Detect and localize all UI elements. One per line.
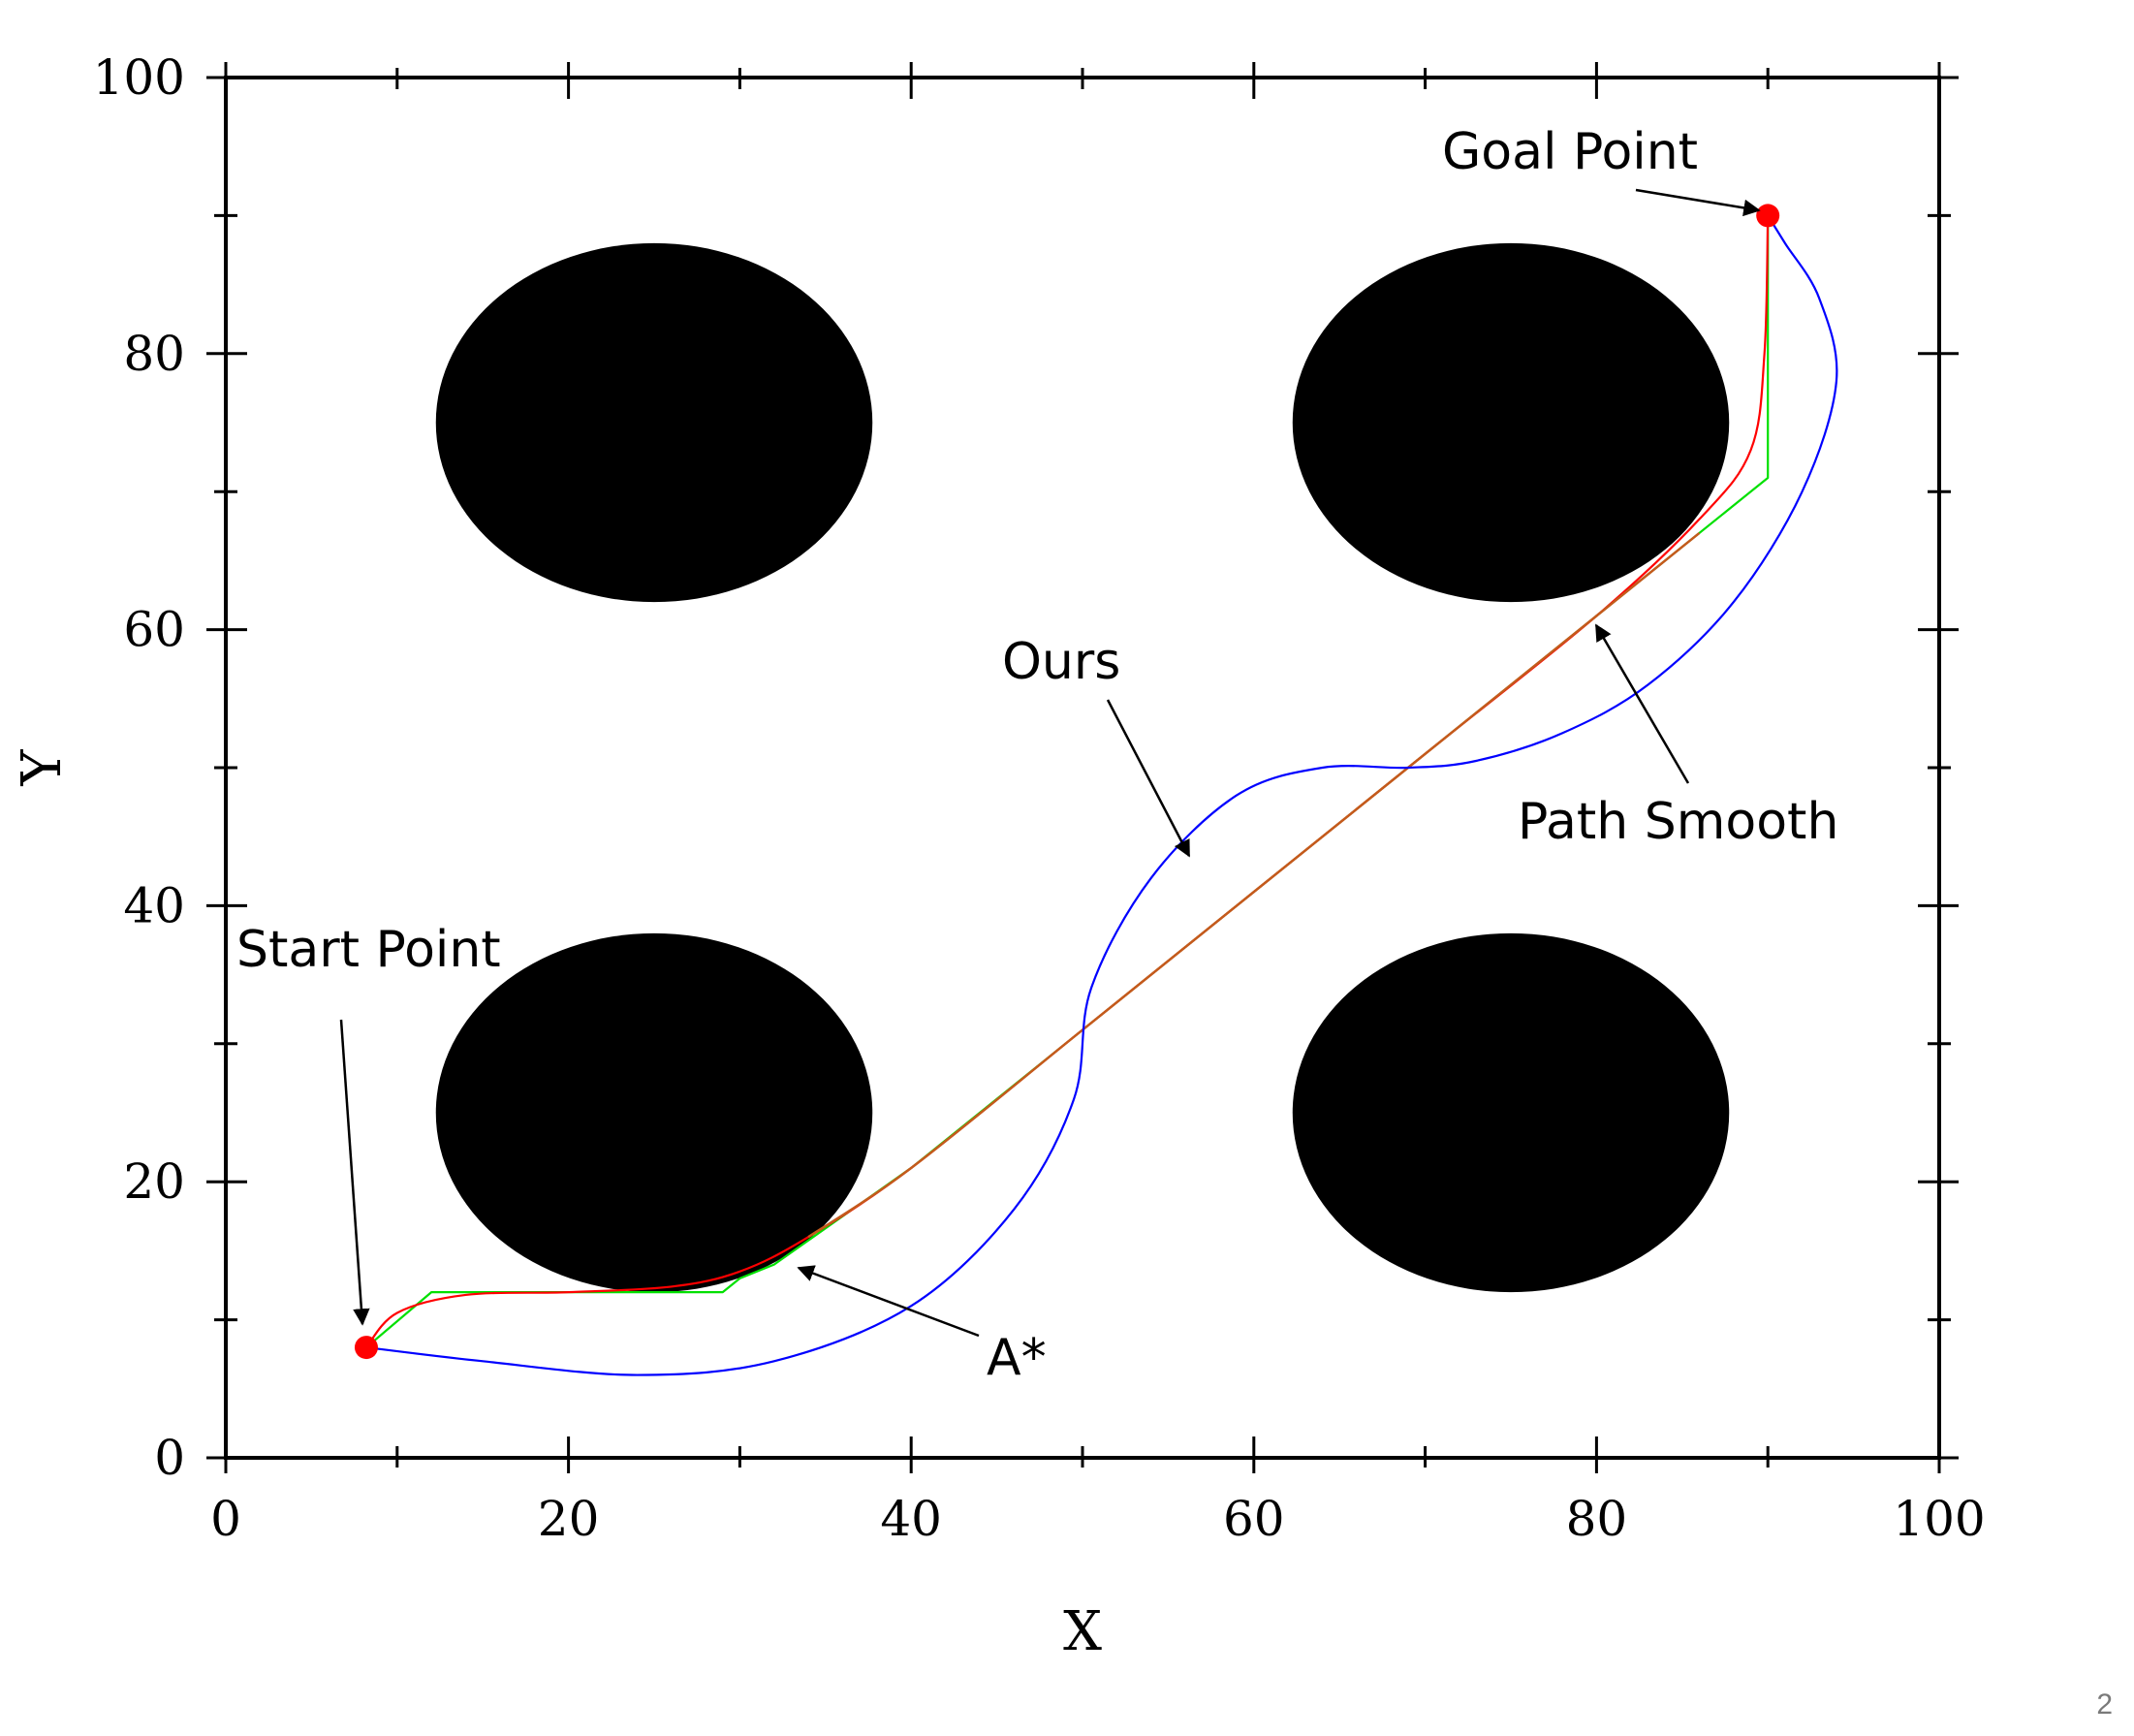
goal-point-label: Goal Point <box>1442 123 1698 181</box>
obstacles <box>435 242 1730 1293</box>
a-star-arrow <box>797 1265 980 1338</box>
axis-ticks <box>206 62 1959 1473</box>
page-number: 2 <box>2096 1689 2113 1720</box>
y-tick-label-40: 40 <box>123 877 185 933</box>
y-tick-label-60: 60 <box>123 602 185 658</box>
annotation-a-star: A* <box>797 1265 1047 1387</box>
y-tick-label-100: 100 <box>93 49 185 106</box>
ours-arrow <box>1106 699 1191 858</box>
start-point-marker <box>354 1336 378 1360</box>
annotation-goal-point: Goal Point <box>1442 123 1761 217</box>
x-tick-label-100: 100 <box>1893 1491 1985 1547</box>
endpoint-markers <box>354 204 1780 1360</box>
path-smooth-label: Path Smooth <box>1518 793 1838 851</box>
ours-label: Ours <box>1002 633 1120 691</box>
path-smooth-arrow <box>1594 623 1690 784</box>
annotation-start-point: Start Point <box>236 921 501 1326</box>
x-axis-title: X <box>1063 1600 1102 1663</box>
x-tick-label-40: 40 <box>880 1491 942 1547</box>
series-lines <box>365 214 1838 1376</box>
x-tick-label-60: 60 <box>1223 1491 1285 1547</box>
y-axis-title: Y <box>11 748 74 786</box>
start-point-label: Start Point <box>236 921 501 979</box>
x-tick-label-80: 80 <box>1566 1491 1628 1547</box>
axis-tick-labels: 0 20 40 60 80 100 0 20 40 60 80 100 <box>93 49 1986 1547</box>
start-point-arrow <box>339 1019 370 1326</box>
y-tick-label-20: 20 <box>123 1153 185 1210</box>
a-star-label: A* <box>987 1329 1047 1387</box>
series-line-4 <box>365 214 1838 1376</box>
annotation-path-smooth: Path Smooth <box>1518 623 1838 851</box>
x-tick-label-0: 0 <box>210 1491 241 1547</box>
goal-point-marker <box>1756 204 1780 228</box>
obstacle-2 <box>1292 242 1730 603</box>
obstacle-4 <box>1292 932 1730 1293</box>
annotation-ours: Ours <box>1002 633 1191 858</box>
y-tick-label-80: 80 <box>123 326 185 382</box>
series-line-3 <box>807 531 1701 1239</box>
y-tick-label-0: 0 <box>154 1430 185 1486</box>
obstacle-3 <box>435 932 873 1293</box>
x-tick-label-20: 20 <box>538 1491 600 1547</box>
obstacle-1 <box>435 242 873 603</box>
goal-point-arrow <box>1635 188 1761 217</box>
plot-frame <box>224 76 1941 1460</box>
